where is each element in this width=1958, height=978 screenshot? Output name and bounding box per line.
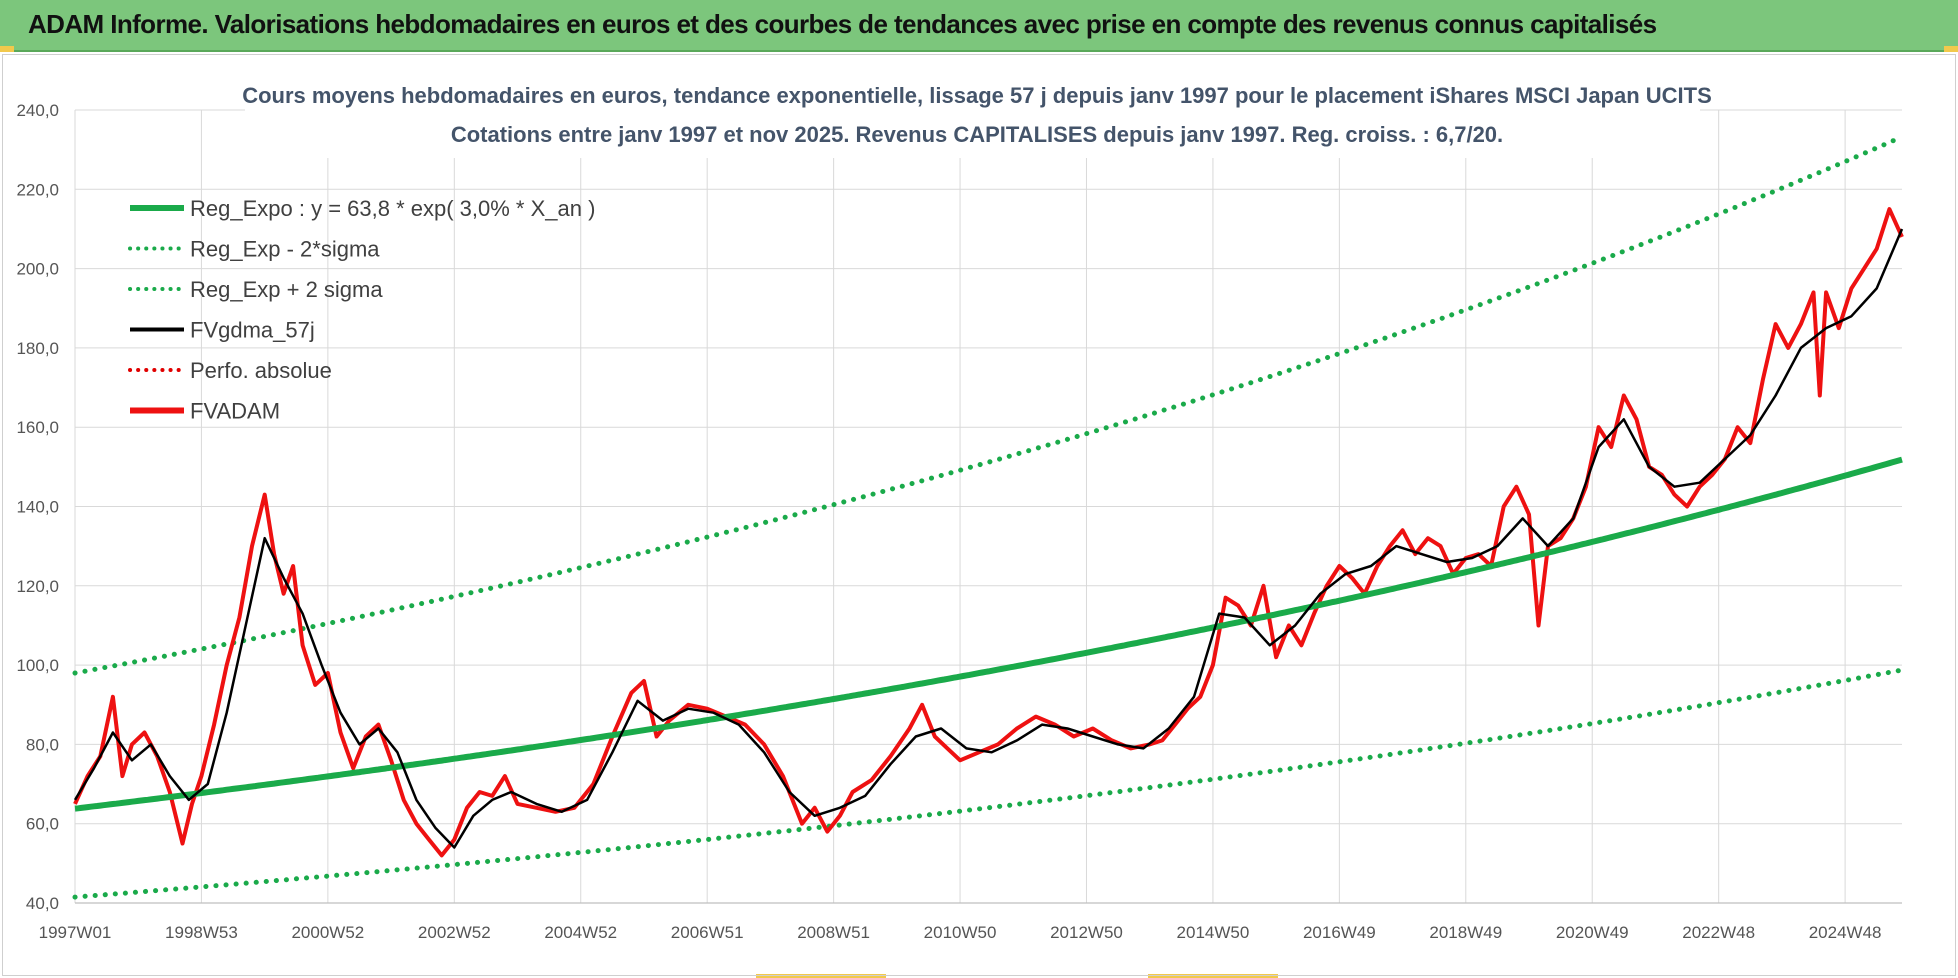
legend-fvgdma-57j-label: FVgdma_57j — [190, 318, 315, 343]
series-reg-exp-minus-2-sigma — [72, 667, 1905, 900]
y-tick-label: 100,0 — [16, 656, 59, 675]
series-layer — [72, 134, 1905, 900]
y-tick-label: 200,0 — [16, 260, 59, 279]
y-tick-label: 180,0 — [16, 339, 59, 358]
legend-fvadam-label: FVADAM — [190, 399, 280, 424]
y-tick-label: 140,0 — [16, 498, 59, 517]
legend-reg-exp-plus-2-sigma: Reg_Exp + 2 sigma — [128, 277, 383, 302]
legend-reg-exp-minus-2-sigma: Reg_Exp - 2*sigma — [128, 237, 380, 262]
x-tick-label: 2022W48 — [1682, 923, 1755, 942]
legend-perfo-absolue-label: Perfo. absolue — [190, 358, 332, 383]
x-tick-label: 2004W52 — [544, 923, 617, 942]
corner-marker-right — [1944, 46, 1958, 52]
chart-title-line-2: Cotations entre janv 1997 et nov 2025. R… — [451, 122, 1503, 147]
y-tick-label: 40,0 — [26, 894, 59, 913]
y-axis: 40,0 60,0 80,0 100,0 120,0 140,0 160,0 180,0 200… — [16, 101, 59, 913]
chart-title-block: Cours moyens hebdomadaires en euros, ten… — [242, 76, 1712, 158]
legend-fvadam: FVADAM — [130, 399, 280, 424]
x-tick-label: 2006W51 — [671, 923, 744, 942]
title-background — [245, 76, 1700, 158]
page-title: ADAM Informe. Valorisations hebdomadaire… — [28, 9, 1657, 39]
x-tick-label: 2024W48 — [1809, 923, 1882, 942]
chart-frame — [2, 54, 1956, 976]
bottom-marker-2 — [1148, 974, 1278, 978]
legend-reg-expo: Reg_Expo : y = 63,8 * exp( 3,0% * X_an ) — [130, 196, 595, 221]
legend-perfo-absolue: Perfo. absolue — [128, 358, 332, 383]
x-tick-label: 2010W50 — [924, 923, 997, 942]
x-tick-label: 1998W53 — [165, 923, 238, 942]
y-tick-label: 60,0 — [26, 815, 59, 834]
x-tick-label: 2008W51 — [797, 923, 870, 942]
legend-fvgdma-57j: FVgdma_57j — [130, 318, 315, 343]
x-tick-label: 2018W49 — [1429, 923, 1502, 942]
series-reg-exp-plus-2-sigma — [72, 134, 1905, 676]
corner-marker-left — [0, 46, 14, 52]
y-tick-label: 120,0 — [16, 577, 59, 596]
x-tick-label: 2016W49 — [1303, 923, 1376, 942]
x-tick-label: 2014W50 — [1177, 923, 1250, 942]
x-axis: 1997W01 1998W53 2000W52 2002W52 2004W52 2006W… — [39, 902, 1902, 942]
x-tick-label: 2020W49 — [1556, 923, 1629, 942]
grid-layer — [74, 109, 1902, 904]
y-tick-label: 160,0 — [16, 418, 59, 437]
legend-reg-expo-label: Reg_Expo : y = 63,8 * exp( 3,0% * X_an ) — [190, 196, 595, 221]
header-bar: ADAM Informe. Valorisations hebdomadaire… — [0, 0, 1958, 52]
legend-reg-exp-plus-2-sigma-label: Reg_Exp + 2 sigma — [190, 277, 383, 302]
x-tick-label: 2012W50 — [1050, 923, 1123, 942]
x-tick-label: 2002W52 — [418, 923, 491, 942]
x-tick-label: 2000W52 — [291, 923, 364, 942]
y-tick-label: 80,0 — [26, 735, 59, 754]
legend: Reg_Expo : y = 63,8 * exp( 3,0% * X_an )… — [128, 196, 595, 424]
y-tick-label: 220,0 — [16, 180, 59, 199]
chart-title-line-1: Cours moyens hebdomadaires en euros, ten… — [242, 83, 1712, 108]
series-fvgdma-57j — [73, 228, 1904, 849]
y-tick-label: 240,0 — [16, 101, 59, 120]
series-reg-expo — [74, 456, 1903, 812]
series-fvadam — [73, 207, 1904, 858]
x-tick-label: 1997W01 — [39, 923, 112, 942]
bottom-marker-1 — [756, 974, 886, 978]
legend-reg-exp-minus-2-sigma-label: Reg_Exp - 2*sigma — [190, 237, 380, 262]
